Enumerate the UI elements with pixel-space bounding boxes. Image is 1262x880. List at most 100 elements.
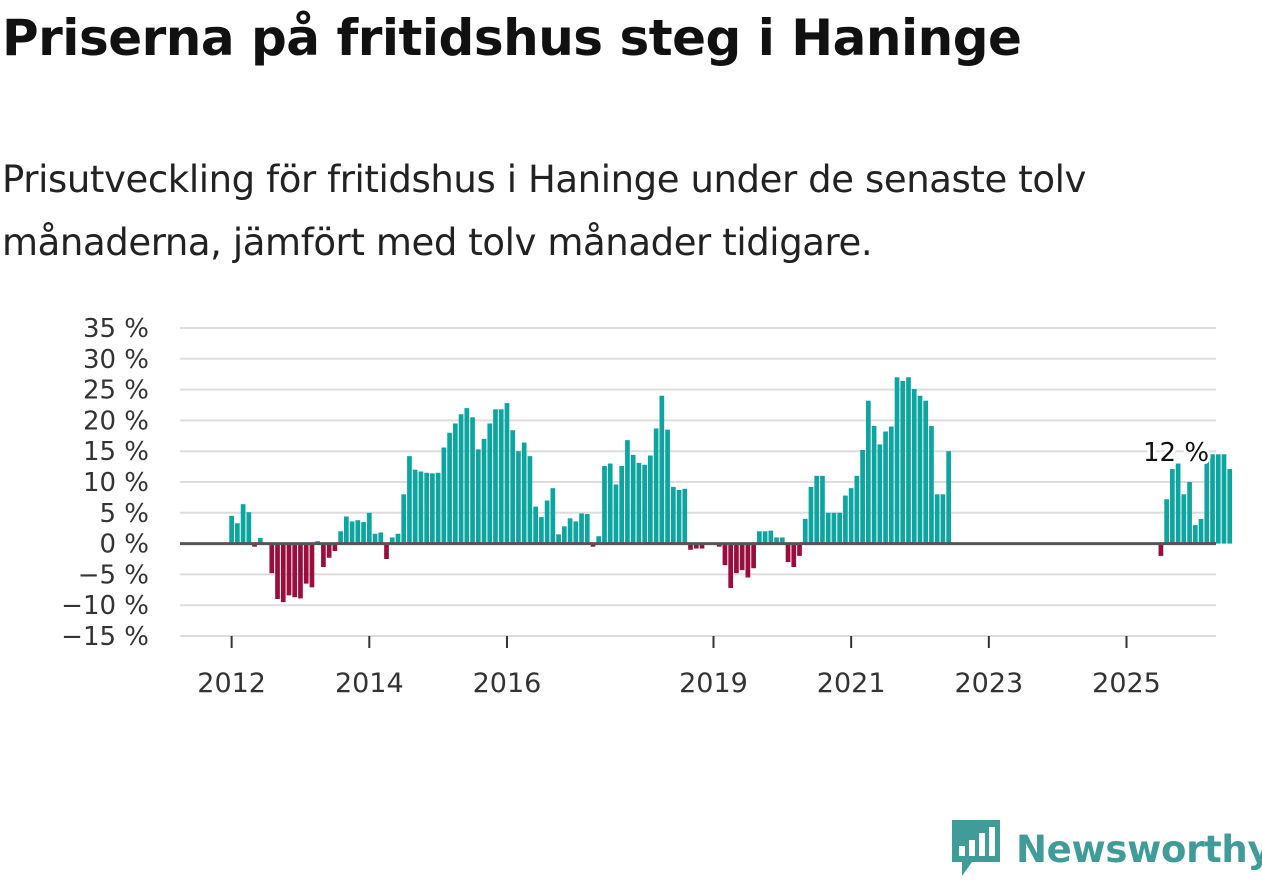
y-axis-labels: 35 %30 %25 %20 %15 %10 %5 %0 %−5 %−10 %−… — [61, 314, 149, 652]
bar — [636, 462, 642, 544]
brand-name: Newsworthy — [1016, 827, 1262, 871]
bar — [481, 438, 487, 544]
bar — [848, 488, 854, 544]
bar — [458, 414, 464, 544]
bar — [361, 522, 366, 544]
bar — [1175, 463, 1181, 544]
bar — [946, 451, 952, 544]
x-tick-label: 2019 — [679, 668, 748, 699]
chart-subtitle: Prisutveckling för fritidshus i Haninge … — [2, 158, 1086, 264]
bar — [510, 430, 516, 544]
x-tick-label: 2016 — [473, 668, 542, 699]
y-tick-label: 0 % — [99, 530, 149, 560]
bar — [808, 486, 814, 544]
bar — [407, 456, 412, 544]
bar — [275, 543, 280, 600]
bar — [843, 495, 848, 544]
bar — [349, 521, 355, 544]
bar — [412, 469, 418, 544]
bar — [1204, 454, 1210, 544]
y-tick-label: −10 % — [61, 591, 149, 621]
bar — [424, 472, 430, 544]
bar — [814, 475, 820, 544]
bar — [441, 447, 447, 544]
bar — [292, 543, 298, 598]
bar — [252, 543, 257, 547]
bar — [447, 432, 452, 544]
bar — [607, 463, 613, 544]
bar — [682, 488, 688, 544]
bar — [298, 543, 303, 599]
bar — [659, 395, 665, 544]
bar — [1187, 482, 1192, 544]
bar — [774, 537, 779, 544]
x-tick-label: 2014 — [335, 668, 404, 699]
bar — [820, 475, 825, 544]
bar — [269, 543, 275, 574]
bar — [860, 449, 865, 544]
bar — [539, 517, 544, 544]
bar — [579, 513, 584, 544]
bar — [338, 531, 343, 544]
bar — [544, 500, 550, 544]
bar — [332, 543, 338, 551]
bar — [1227, 469, 1233, 544]
bar — [728, 543, 734, 588]
bar — [911, 388, 917, 544]
bar — [934, 494, 940, 544]
bar — [676, 490, 682, 544]
bar — [435, 472, 441, 544]
bar — [670, 486, 676, 544]
bar — [452, 423, 458, 544]
bar — [378, 532, 384, 544]
bar — [464, 408, 470, 544]
bar — [550, 488, 556, 544]
bar — [739, 543, 745, 571]
y-tick-label: 35 % — [83, 314, 149, 344]
bar — [865, 400, 871, 544]
y-tick-label: 15 % — [83, 437, 149, 467]
bar — [630, 454, 636, 544]
bar — [533, 506, 538, 544]
bar — [584, 514, 590, 544]
bar — [619, 465, 625, 544]
bar — [401, 494, 407, 544]
bar-chart: 35 %30 %25 %20 %15 %10 %5 %0 %−5 %−10 %−… — [61, 314, 1233, 699]
grid-lines — [180, 327, 1216, 637]
bar — [888, 426, 894, 544]
y-tick-label: 10 % — [83, 468, 149, 498]
bar — [596, 536, 602, 544]
bar — [567, 518, 573, 544]
bar — [797, 543, 802, 556]
bar — [504, 403, 510, 544]
bar — [418, 471, 424, 544]
bar — [871, 425, 877, 544]
bar — [280, 543, 286, 603]
bar — [699, 543, 705, 549]
bar — [1192, 525, 1198, 544]
y-tick-label: −15 % — [61, 622, 149, 652]
x-tick-label: 2025 — [1092, 668, 1161, 699]
bar — [573, 521, 579, 544]
bar — [894, 377, 900, 544]
bar — [493, 409, 498, 544]
bar — [900, 380, 906, 544]
bar — [590, 543, 596, 547]
bars — [229, 377, 1233, 603]
y-tick-label: 25 % — [83, 376, 149, 406]
bar — [757, 531, 762, 544]
bar — [854, 475, 860, 544]
bar — [722, 543, 728, 566]
bar — [1198, 518, 1204, 544]
x-tick-label: 2012 — [197, 668, 266, 699]
bar — [837, 512, 843, 544]
bar — [389, 537, 395, 544]
bar — [751, 543, 756, 569]
bar — [768, 530, 774, 544]
bar — [906, 377, 911, 544]
bar — [516, 451, 521, 544]
bar — [877, 444, 883, 544]
bar — [257, 538, 263, 544]
bar — [487, 423, 493, 544]
bar — [561, 526, 567, 544]
